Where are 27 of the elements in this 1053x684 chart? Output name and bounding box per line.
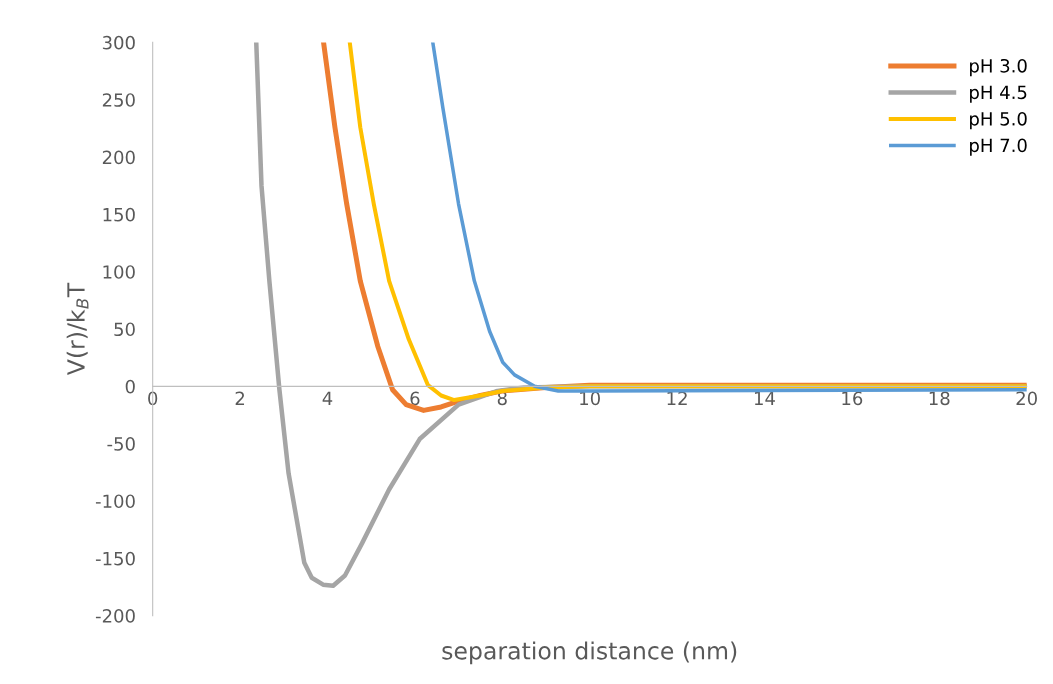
y-tick-label: 200 xyxy=(102,150,135,165)
legend-label: pH 5.0 xyxy=(970,111,1027,130)
x-tick-label: 2 xyxy=(235,391,245,405)
y-tick-label: 250 xyxy=(102,93,135,107)
y-tick-label: -100 xyxy=(95,494,135,509)
y-tick-label: 50 xyxy=(114,322,135,337)
x-axis-title: separation distance (nm) xyxy=(442,641,737,665)
x-tick-label: 10 xyxy=(580,391,600,406)
y-tick-label: -200 xyxy=(95,609,135,623)
y-tick-label: 300 xyxy=(102,35,135,50)
y-tick-label: -150 xyxy=(95,551,135,566)
y-tick-label: 100 xyxy=(103,265,135,279)
x-tick-label: 0 xyxy=(148,391,158,406)
legend-label: pH 7.0 xyxy=(970,138,1027,156)
x-tick-label: 20 xyxy=(1016,391,1037,406)
x-tick-label: 4 xyxy=(322,391,333,405)
x-tick-label: 14 xyxy=(754,391,775,405)
x-tick-label: 16 xyxy=(842,391,863,406)
legend-label: pH 3.0 xyxy=(970,58,1027,77)
y-tick-label: 150 xyxy=(103,207,135,222)
y-tick-label: -50 xyxy=(107,437,135,451)
x-tick-label: 18 xyxy=(929,391,950,406)
x-tick-label: 6 xyxy=(410,391,420,406)
y-axis-title: V(r)/k$_{B}$T xyxy=(66,282,89,376)
x-tick-label: 12 xyxy=(667,391,687,405)
legend-label: pH 4.5 xyxy=(970,85,1027,103)
y-tick-label: 0 xyxy=(125,379,135,394)
